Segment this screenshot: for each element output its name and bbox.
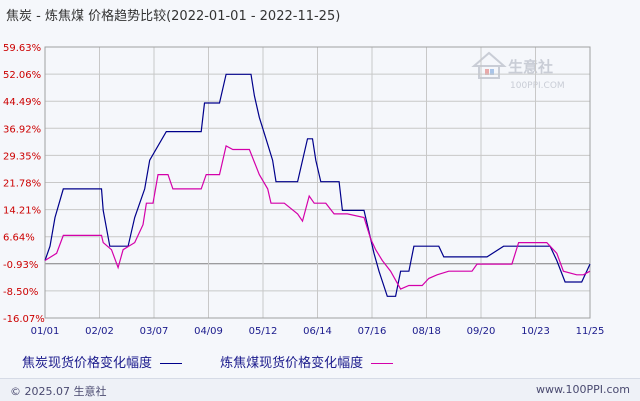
legend-swatch-coke xyxy=(160,363,183,364)
copyright-text: © 2025.07 生意社 xyxy=(10,385,107,398)
watermark-brand: 生意社 xyxy=(508,58,553,76)
x-tick-label: 03/07 xyxy=(140,326,169,337)
y-tick-label: -8.50% xyxy=(3,287,38,298)
watermark-url: 100PPI.COM xyxy=(510,81,565,91)
x-tick-label: 04/09 xyxy=(194,326,223,337)
x-tick-label: 10/23 xyxy=(521,326,550,337)
series-line-coking-coal xyxy=(44,144,591,290)
x-tick-label: 01/01 xyxy=(31,326,60,337)
x-tick-label: 05/12 xyxy=(249,326,278,337)
y-tick-label: 44.49% xyxy=(3,97,41,108)
x-tick-label: 09/20 xyxy=(467,326,496,337)
chart-grid xyxy=(44,46,591,319)
x-tick-label: 08/18 xyxy=(412,326,441,337)
y-tick-label: -16.07% xyxy=(3,314,45,325)
plot-border xyxy=(44,46,591,319)
legend-label-coke: 焦炭现货价格变化幅度 xyxy=(22,356,153,371)
series-layer xyxy=(44,73,591,297)
y-tick-label: 21.78% xyxy=(3,179,41,190)
legend-label-coking-coal: 炼焦煤现货价格变化幅度 xyxy=(220,356,364,371)
y-tick-label: 52.06% xyxy=(3,70,41,81)
legend-item-coke: 焦炭现货价格变化幅度 xyxy=(22,352,183,371)
series-line-coke xyxy=(44,73,591,297)
y-tick-label: -0.93% xyxy=(3,260,38,271)
footer-bar: © 2025.07 生意社 www.100PPI.com xyxy=(0,378,640,401)
y-tick-label: 6.64% xyxy=(3,233,35,244)
y-tick-label: 14.21% xyxy=(3,206,41,217)
chart-legend: 焦炭现货价格变化幅度 炼焦煤现货价格变化幅度 xyxy=(22,352,427,371)
y-tick-label: 29.35% xyxy=(3,151,41,162)
x-tick-label: 06/14 xyxy=(303,326,332,337)
site-url-link[interactable]: www.100PPI.com xyxy=(536,383,630,396)
x-tick-label: 07/16 xyxy=(358,326,387,337)
y-tick-label: 36.92% xyxy=(3,124,41,135)
brand-watermark: 生意社 100PPI.COM xyxy=(471,51,565,91)
chart-title: 焦炭 - 炼焦煤 价格趋势比较(2022-01-01 - 2022-11-25) xyxy=(6,9,341,24)
y-tick-label: 59.63% xyxy=(3,43,41,54)
x-tick-label: 02/02 xyxy=(85,326,114,337)
legend-swatch-coking-coal xyxy=(371,363,394,364)
chart-axes: 59.63% 52.06% 44.49% 36.92% 29.35% 21.78% 14.2… xyxy=(3,43,604,337)
legend-item-coking-coal: 炼焦煤现货价格变化幅度 xyxy=(220,352,394,371)
x-tick-label: 11/25 xyxy=(576,326,605,337)
price-trend-chart: 生意社 100PPI.COM 59.63% 52.06% 44.49% 36.92% 2… xyxy=(3,43,604,337)
